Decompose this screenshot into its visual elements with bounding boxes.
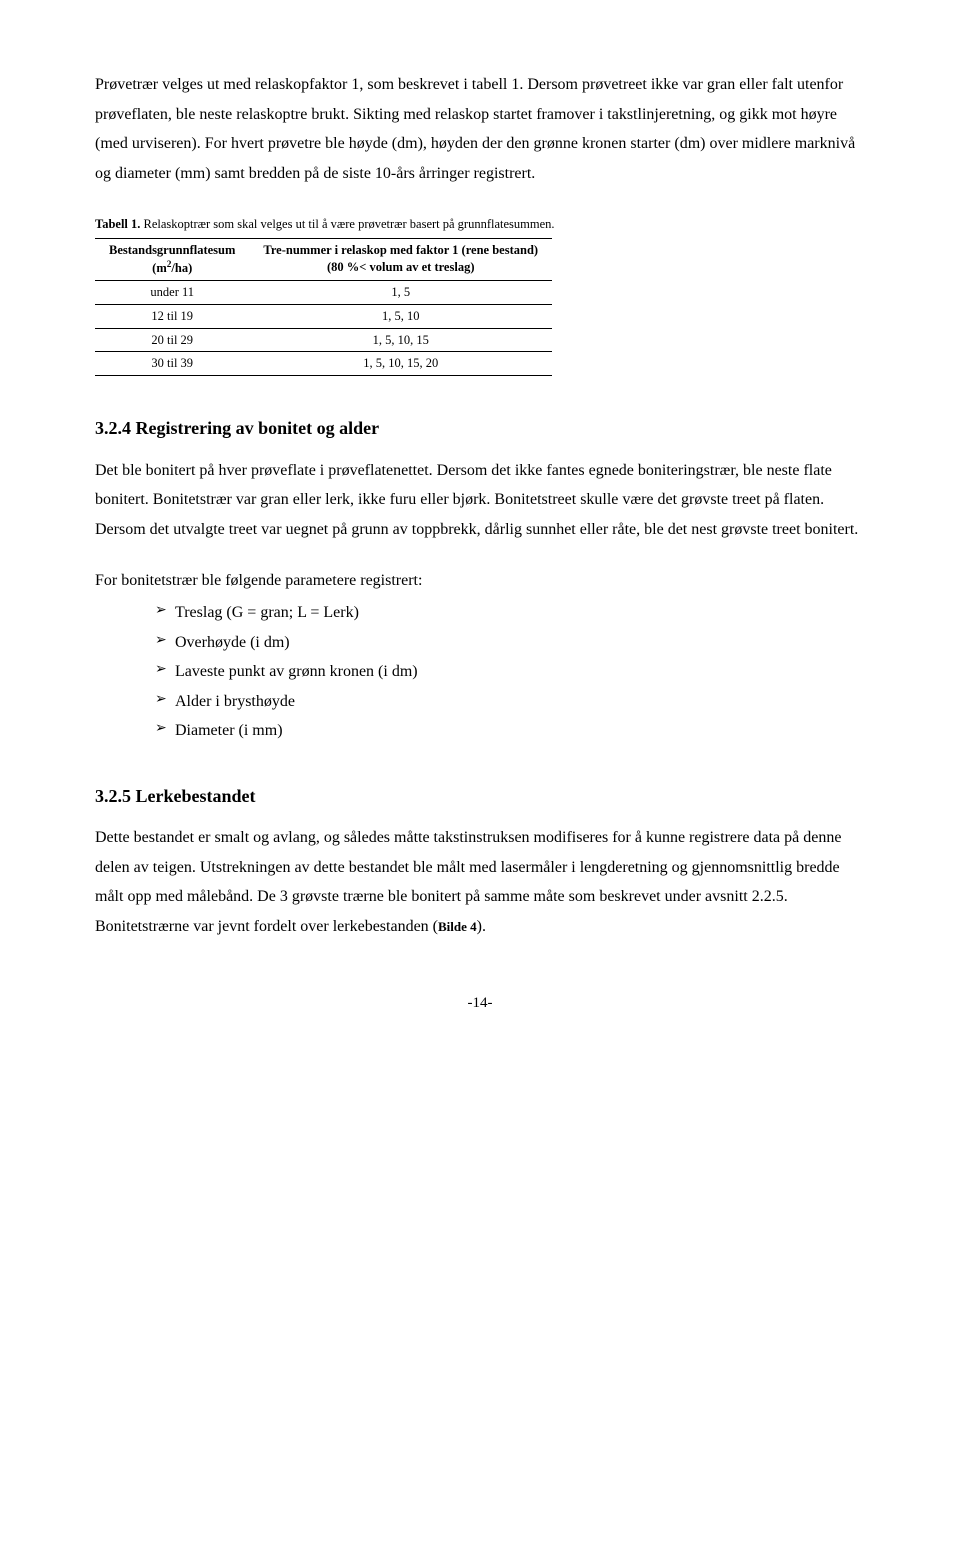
table-row: 20 til 29 1, 5, 10, 15 [95, 328, 552, 352]
paragraph-3-part2: ). [477, 918, 486, 935]
table-header-row: Bestandsgrunnflatesum (m2/ha) Tre-nummer… [95, 238, 552, 280]
table-header-col1: Bestandsgrunnflatesum (m2/ha) [95, 238, 249, 280]
table-header-col2-line1: Tre-nummer i relaskop med faktor 1 (rene… [263, 243, 538, 257]
table-row: 30 til 39 1, 5, 10, 15, 20 [95, 352, 552, 376]
table-cell-value: 1, 5, 10, 15, 20 [249, 352, 552, 376]
table-header-col2-line2: (80 %< volum av et treslag) [327, 260, 475, 274]
table-cell-value: 1, 5 [249, 280, 552, 304]
list-item: Treslag (G = gran; L = Lerk) [155, 598, 865, 628]
table-caption-text: Relaskoptrær som skal velges ut til å væ… [140, 217, 554, 231]
list-item: Overhøyde (i dm) [155, 628, 865, 658]
list-item: Diameter (i mm) [155, 716, 865, 746]
section-325-heading: 3.2.5 Lerkebestandet [95, 780, 865, 813]
table-row: 12 til 19 1, 5, 10 [95, 304, 552, 328]
list-item: Laveste punkt av grønn kronen (i dm) [155, 657, 865, 687]
paragraph-3: Dette bestandet er smalt og avlang, og s… [95, 823, 865, 941]
list-item: Alder i brysthøyde [155, 687, 865, 717]
paragraph-2: Det ble bonitert på hver prøveflate i pr… [95, 456, 865, 545]
table-row: under 11 1, 5 [95, 280, 552, 304]
table-header-col1-line2-suffix: /ha) [171, 261, 192, 275]
table-cell-label: 30 til 39 [95, 352, 249, 376]
table-cell-value: 1, 5, 10, 15 [249, 328, 552, 352]
relaskop-table: Bestandsgrunnflatesum (m2/ha) Tre-nummer… [95, 238, 552, 376]
table-caption-label: Tabell 1. [95, 217, 140, 231]
table-cell-label: under 11 [95, 280, 249, 304]
table-header-col1-line1: Bestandsgrunnflatesum [109, 243, 235, 257]
table-cell-value: 1, 5, 10 [249, 304, 552, 328]
param-intro: For bonitetstrær ble følgende parametere… [95, 566, 865, 596]
section-324-heading: 3.2.4 Registrering av bonitet og alder [95, 412, 865, 445]
table-header-col2: Tre-nummer i relaskop med faktor 1 (rene… [249, 238, 552, 280]
paragraph-1: Prøvetrær velges ut med relaskopfaktor 1… [95, 70, 865, 188]
page-number: -14- [95, 990, 865, 1018]
param-list: Treslag (G = gran; L = Lerk) Overhøyde (… [95, 598, 865, 746]
table-caption: Tabell 1. Relaskoptrær som skal velges u… [95, 216, 865, 234]
bilde-label: Bilde 4 [438, 919, 477, 934]
table-header-col1-line2-prefix: (m [152, 261, 167, 275]
table-cell-label: 20 til 29 [95, 328, 249, 352]
table-cell-label: 12 til 19 [95, 304, 249, 328]
